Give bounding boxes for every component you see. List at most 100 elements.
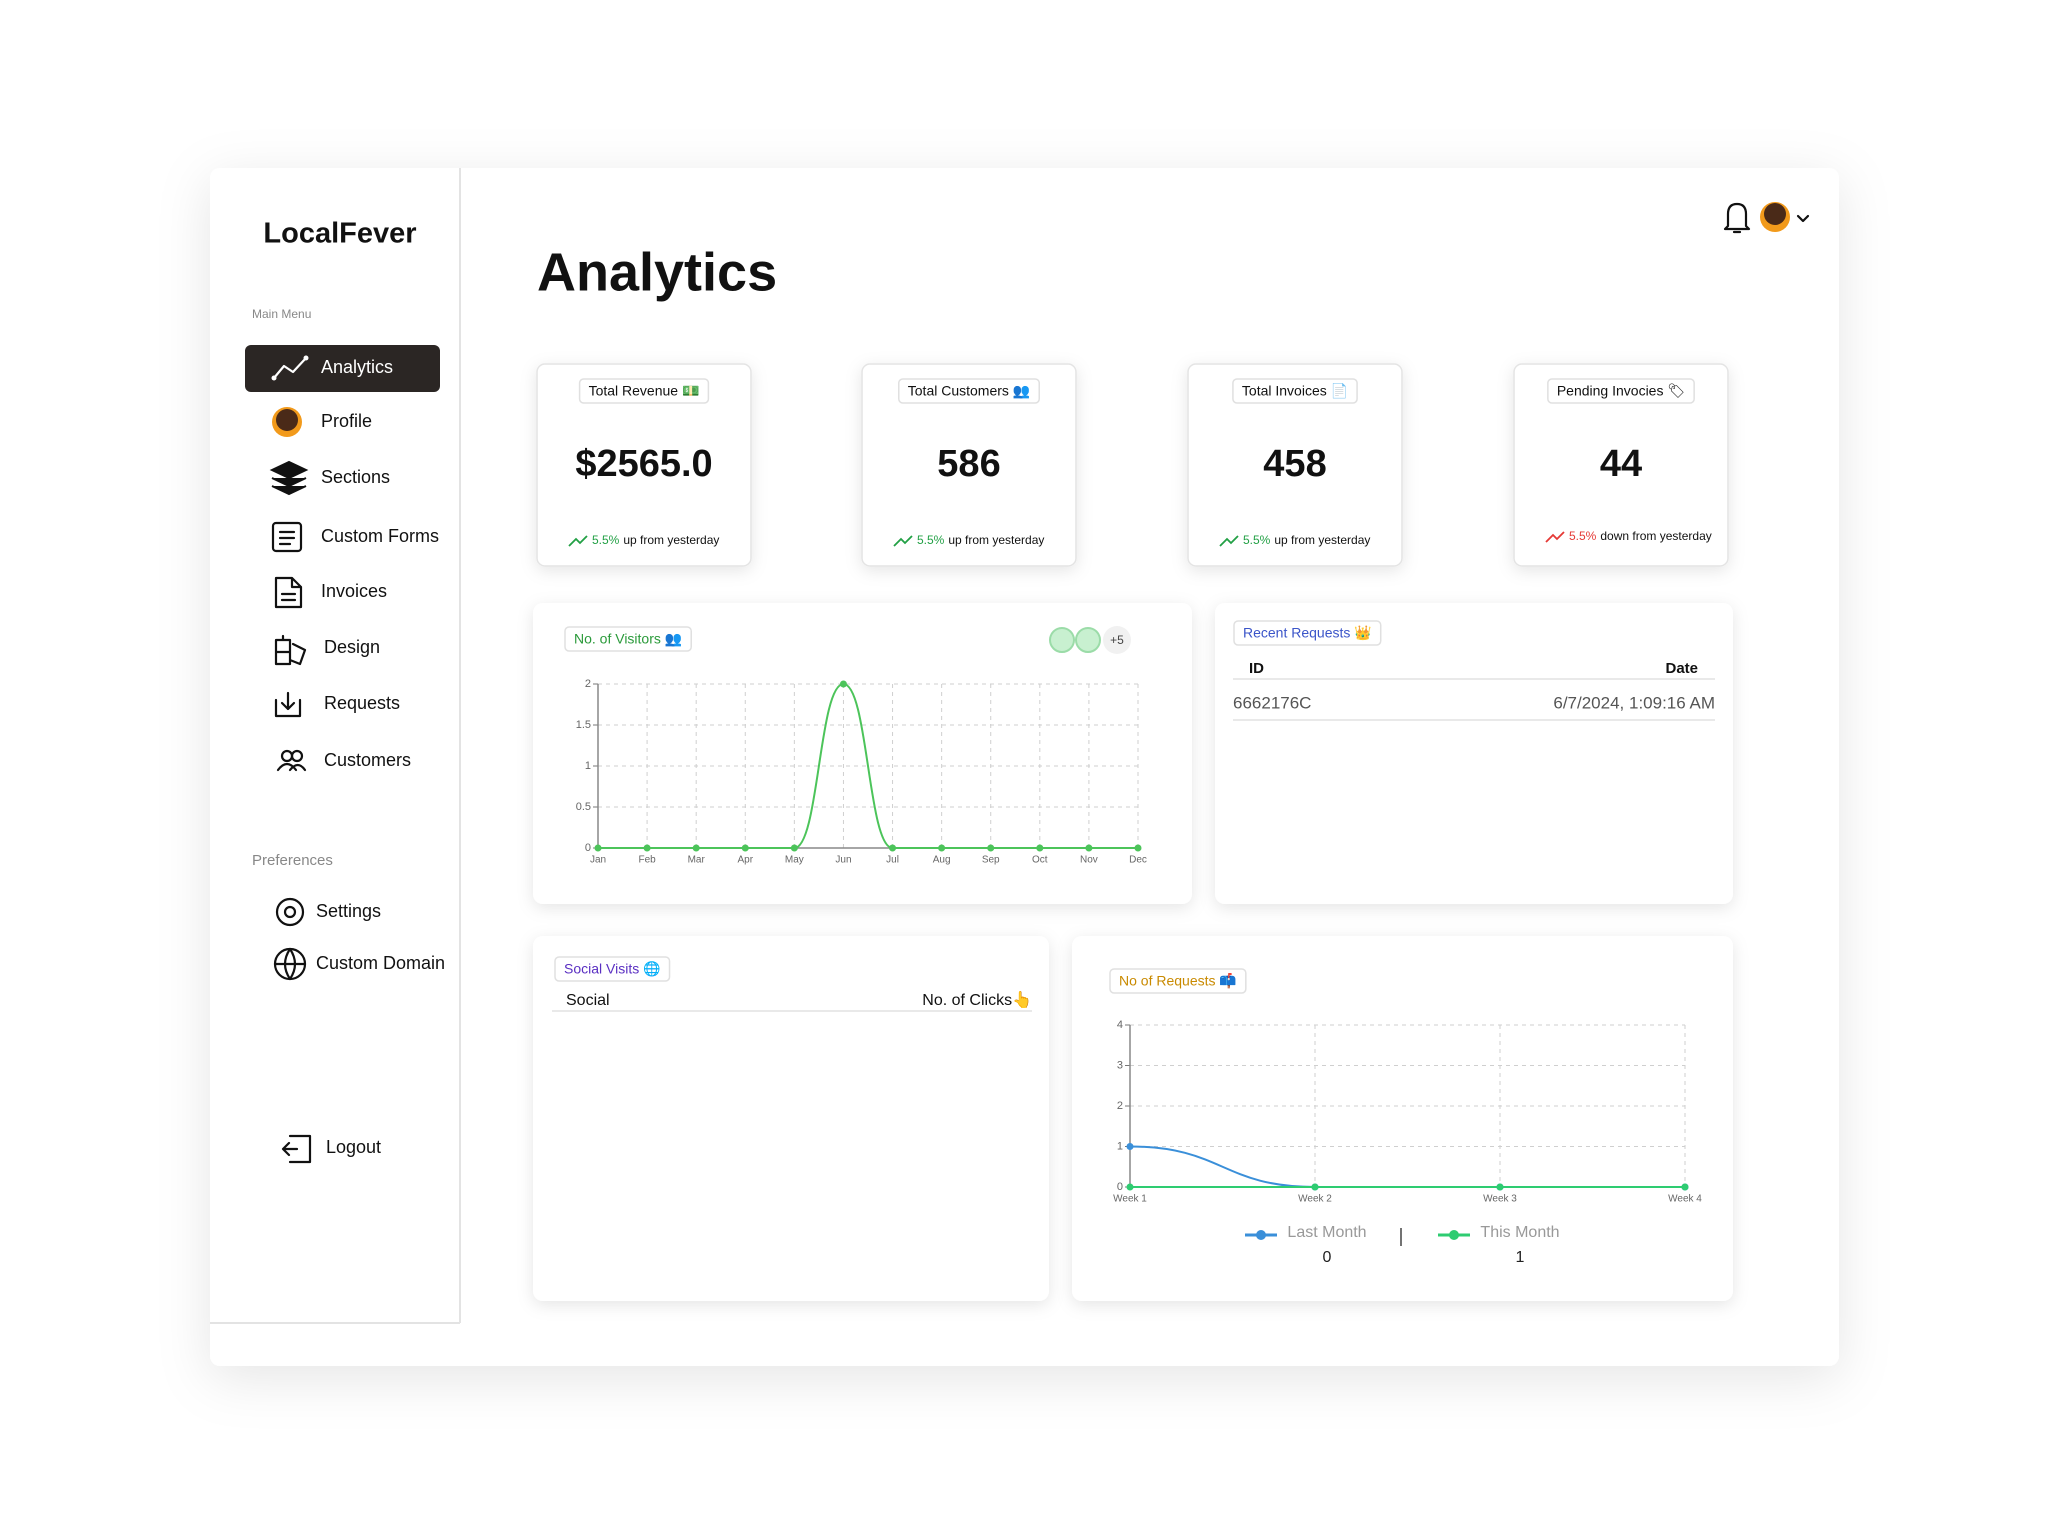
brand: LocalFever (263, 218, 416, 250)
stat-value: 458 (1263, 443, 1326, 485)
y-tick-label: 1.5 (576, 719, 591, 731)
icon (274, 634, 307, 666)
card (1072, 936, 1733, 1301)
menu-item[interactable]: Sections (321, 467, 390, 487)
section-label: Preferences (252, 852, 333, 869)
menu-item[interactable]: Custom Domain (316, 953, 445, 973)
trend-icon (1219, 535, 1239, 547)
icon (278, 530, 296, 546)
menu-item[interactable]: Custom Forms (321, 526, 439, 546)
legend-label: This Month (1480, 1224, 1559, 1241)
x-tick-label: Jul (886, 855, 899, 866)
logout[interactable]: Logout (326, 1137, 381, 1157)
bell[interactable] (1723, 202, 1751, 234)
pill: Total Invoices 📄 (1232, 378, 1358, 404)
x-tick-label: Jan (590, 855, 606, 866)
cell: 6/7/2024, 1:09:16 AM (1553, 693, 1715, 712)
x-tick-label: Week 1 (1113, 1194, 1147, 1205)
x-tick-label: May (785, 855, 804, 866)
stat-change: 5.5% (1243, 533, 1271, 547)
data-point (987, 844, 995, 852)
avatar (1049, 627, 1075, 653)
stat-change-text: down from yesterday (1600, 529, 1711, 543)
stat-value: 44 (1600, 443, 1642, 485)
menu-item[interactable]: Settings (316, 901, 381, 921)
stat-change: 5.5% (917, 533, 945, 547)
pill-bg (554, 956, 671, 982)
pill: Total Customers 👥 (898, 378, 1040, 404)
menu-item[interactable]: Customers (324, 750, 411, 770)
menu-item[interactable]: Analytics (321, 357, 393, 377)
menu-item[interactable]: Profile (321, 411, 372, 431)
pill-label: No. of Visitors 👥 (574, 631, 682, 648)
x-tick-label: Oct (1032, 855, 1048, 866)
data-point (790, 844, 798, 852)
chevron[interactable] (1796, 214, 1810, 223)
pill-label: Social Visits 🌐 (564, 961, 661, 978)
data-point (1085, 844, 1093, 852)
pill-bg (578, 378, 710, 404)
pill: No of Requests 📫 (1109, 968, 1247, 994)
data-point (643, 844, 651, 852)
x-tick-label: Aug (933, 855, 951, 866)
icon (275, 897, 305, 927)
icon (271, 375, 277, 381)
data-point (1126, 1183, 1134, 1191)
trend-icon (893, 535, 913, 547)
x-tick-label: Week 2 (1298, 1194, 1332, 1205)
icon (283, 905, 297, 919)
legend-total: 1 (1516, 1249, 1525, 1266)
pill-bg (898, 378, 1040, 404)
y-tick-label: 0 (1117, 1181, 1123, 1193)
y-tick-label: 1 (1117, 1140, 1123, 1152)
pill-bg (1232, 378, 1358, 404)
pill: Pending Invocies 🏷 (1547, 378, 1695, 404)
pill-bg (1233, 620, 1382, 646)
icon (290, 749, 304, 763)
stat-value: 586 (937, 443, 1000, 485)
stat-change-text: up from yesterday (948, 533, 1044, 547)
x-tick-label: Nov (1080, 855, 1098, 866)
pill: Recent Requests 👑 (1233, 620, 1382, 646)
x-tick-label: Mar (688, 855, 706, 866)
icon (273, 947, 307, 981)
stat-card (1513, 363, 1729, 567)
trend-icon (568, 535, 588, 547)
avatar-count: +5 (1110, 633, 1124, 647)
menu-item[interactable]: Requests (324, 693, 400, 713)
data-point (594, 844, 602, 852)
section-label: Main Menu (252, 307, 311, 321)
active-menu-bg[interactable] (245, 345, 440, 392)
y-tick-label: 2 (1117, 1100, 1123, 1112)
pill-label: No of Requests 📫 (1119, 973, 1237, 990)
pill-label: Total Revenue 💵 (589, 383, 700, 399)
stat-change: 5.5% (592, 533, 620, 547)
stat-change: 5.5% (1569, 529, 1597, 543)
legend-marker (1256, 1230, 1266, 1240)
x-tick-label: Week 4 (1668, 1194, 1702, 1205)
pill-label: Total Customers 👥 (908, 383, 1030, 400)
stat-card (536, 363, 752, 567)
y-tick-label: 3 (1117, 1059, 1123, 1071)
icon (281, 1134, 312, 1164)
x-tick-label: Dec (1129, 855, 1147, 866)
y-tick-label: 0 (585, 842, 591, 854)
stat-value: $2565.0 (575, 443, 712, 485)
page-title: Analytics (537, 242, 777, 302)
data-point (1036, 844, 1044, 852)
data-point (839, 680, 847, 688)
stat-change-text: up from yesterday (623, 533, 719, 547)
stat-change-text: up from yesterday (1274, 533, 1370, 547)
menu-item[interactable]: Invoices (321, 581, 387, 601)
pill-label: Recent Requests 👑 (1243, 625, 1372, 642)
legend-marker (1449, 1230, 1459, 1240)
menu-item[interactable]: Design (324, 637, 380, 657)
column-header: No. of Clicks👆 (922, 990, 1032, 1009)
pill-bg (1547, 378, 1695, 404)
icon (274, 576, 303, 609)
y-tick-label: 0.5 (576, 801, 591, 813)
avatar-count-bg (1103, 626, 1131, 654)
user-avatar (1764, 203, 1786, 225)
pill: Total Revenue 💵 (578, 378, 710, 404)
